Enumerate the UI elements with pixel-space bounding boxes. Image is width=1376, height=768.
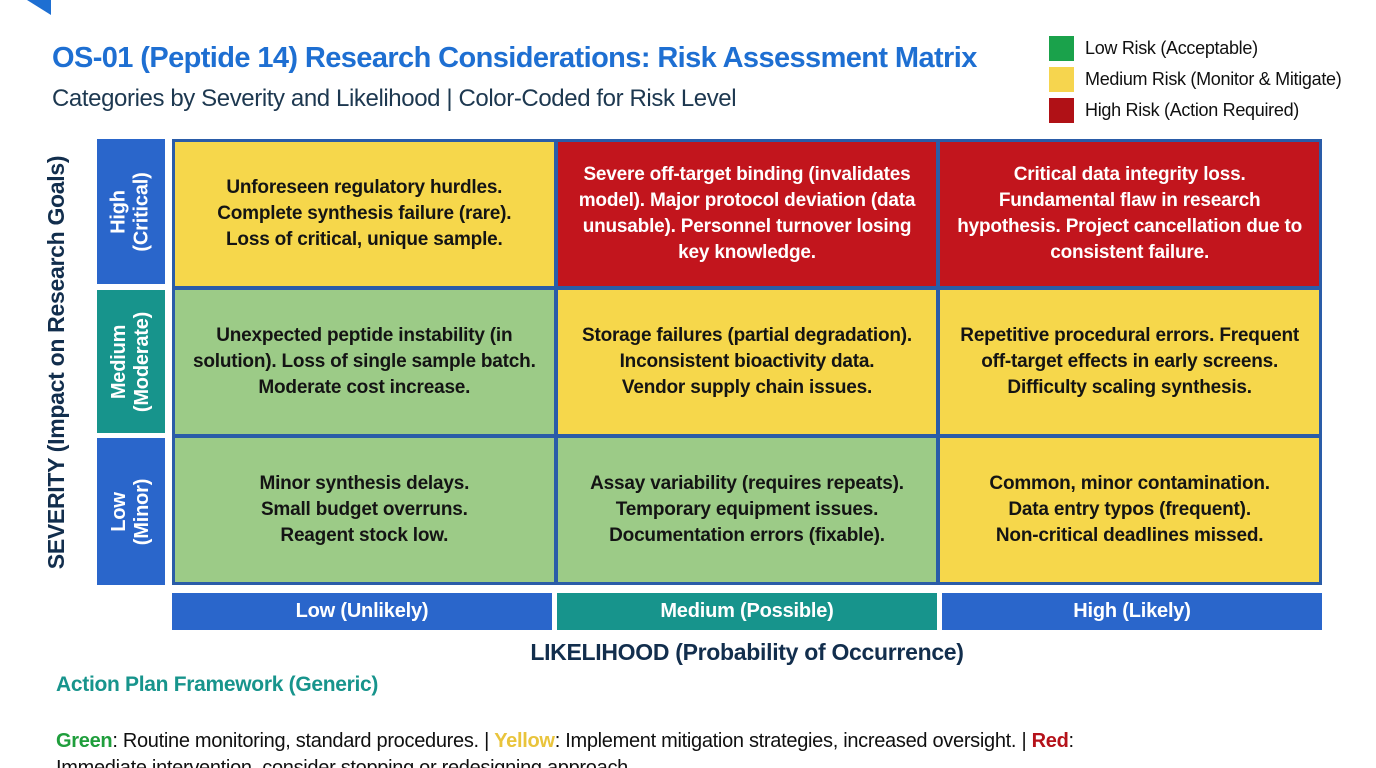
row-label-high-critical: High (Critical) [97, 139, 165, 284]
legend-item-low: Low Risk (Acceptable) [1049, 36, 1341, 61]
matrix-grid: Unforeseen regulatory hurdles. Complete … [172, 139, 1322, 585]
matrix-cell-text: Storage failures (partial degradation). … [581, 325, 913, 398]
col-header-low-unlikely: Low (Unlikely) [172, 593, 552, 630]
action-keyword-green: Green [56, 729, 113, 752]
action-plan-text: Green: Routine monitoring, standard proc… [56, 700, 1362, 768]
row-label-text: Medium (Moderate) [108, 311, 154, 412]
legend-item-high: High Risk (Action Required) [1049, 98, 1341, 123]
legend-swatch-yellow [1049, 67, 1074, 92]
matrix-cell-text: Minor synthesis delays. Small budget ove… [259, 473, 470, 546]
action-keyword-yellow: Yellow [494, 729, 555, 752]
row-label-text: High (Critical) [108, 171, 153, 252]
matrix-cell-text: Assay variability (requires repeats). Te… [590, 473, 904, 546]
col-header-high-likely: High (Likely) [942, 593, 1322, 630]
matrix-cell-text: Critical data integrity loss. Fundamenta… [957, 164, 1303, 263]
action-segment: : Routine monitoring, standard procedure… [112, 729, 495, 752]
matrix-cell-text: Unforeseen regulatory hurdles. Complete … [217, 177, 512, 250]
row-label-text: Low (Minor) [108, 478, 153, 545]
page-subtitle: Categories by Severity and Likelihood | … [52, 85, 737, 112]
matrix-cell-r1c3: Critical data integrity loss. Fundamenta… [940, 142, 1319, 286]
corner-accent-shape [27, 0, 51, 15]
row-label-low-minor: Low (Minor) [97, 438, 165, 585]
matrix-cell-r3c1: Minor synthesis delays. Small budget ove… [175, 438, 554, 582]
action-keyword-red: Red [1031, 729, 1069, 752]
legend-swatch-red [1049, 98, 1074, 123]
legend-swatch-green [1049, 36, 1074, 61]
y-axis-label: SEVERITY (Impact on Research Goals) [36, 139, 78, 585]
page-title: OS-01 (Peptide 14) Research Consideratio… [52, 42, 977, 74]
row-label-medium-moderate: Medium (Moderate) [97, 290, 165, 433]
matrix-cell-text: Severe off-target binding (invalidates m… [578, 164, 916, 263]
action-plan-heading: Action Plan Framework (Generic) [56, 673, 379, 696]
matrix-cell-r1c2: Severe off-target binding (invalidates m… [557, 142, 937, 286]
y-axis-label-text: SEVERITY (Impact on Research Goals) [43, 155, 70, 569]
legend-label: Low Risk (Acceptable) [1085, 38, 1258, 58]
matrix-cell-r3c2: Assay variability (requires repeats). Te… [557, 438, 937, 582]
action-segment: : Implement mitigation strategies, incre… [554, 729, 1032, 752]
col-header-medium-possible: Medium (Possible) [557, 593, 937, 630]
action-segment: : Immediate intervention, consider stopp… [56, 729, 1074, 768]
matrix-cell-text: Repetitive procedural errors. Frequent o… [960, 325, 1300, 398]
x-axis-label: LIKELIHOOD (Probability of Occurrence) [530, 639, 964, 665]
matrix-cell-text: Unexpected peptide instability (in solut… [192, 325, 536, 398]
matrix-cell-text: Common, minor contamination. Data entry … [989, 473, 1270, 546]
legend-label: Medium Risk (Monitor & Mitigate) [1085, 69, 1342, 89]
matrix-cell-r2c3: Repetitive procedural errors. Frequent o… [940, 290, 1319, 434]
legend-label: High Risk (Action Required) [1085, 100, 1299, 120]
matrix-cell-r2c2: Storage failures (partial degradation). … [557, 290, 937, 434]
column-headers: Low (Unlikely) Medium (Possible) High (L… [172, 593, 1322, 630]
legend-item-medium: Medium Risk (Monitor & Mitigate) [1049, 67, 1342, 92]
risk-legend: Low Risk (Acceptable) Medium Risk (Monit… [1049, 36, 1342, 123]
matrix-cell-r2c1: Unexpected peptide instability (in solut… [175, 290, 554, 434]
matrix-cell-r1c1: Unforeseen regulatory hurdles. Complete … [175, 142, 554, 286]
matrix-cell-r3c3: Common, minor contamination. Data entry … [940, 438, 1319, 582]
